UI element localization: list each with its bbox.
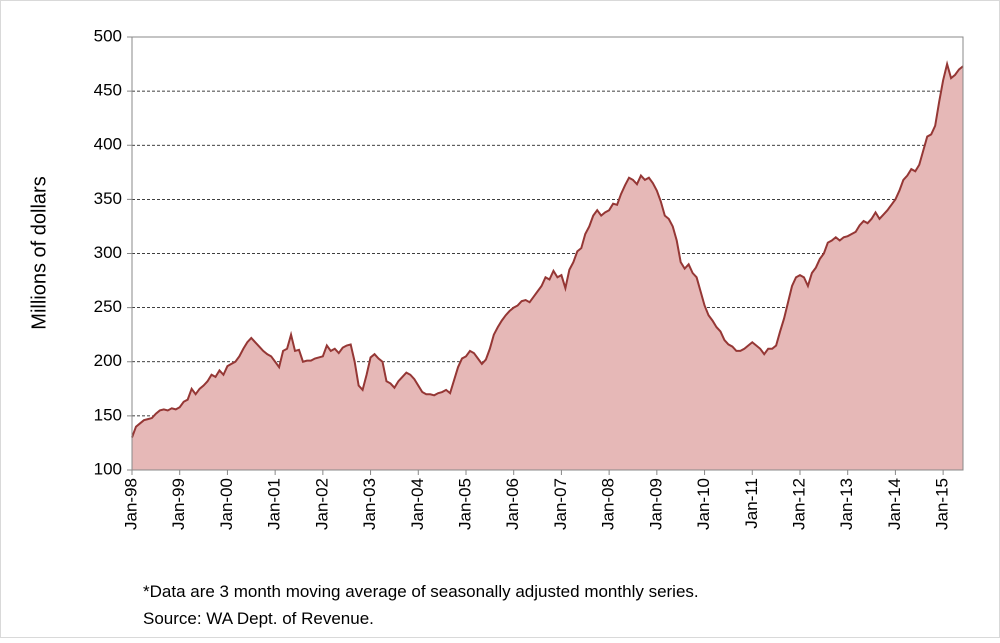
- x-tick-label: Jan-05: [455, 478, 474, 530]
- y-tick-label: 150: [94, 405, 122, 424]
- footnote: Source: WA Dept. of Revenue.: [143, 609, 374, 628]
- y-tick-label: 200: [94, 351, 122, 370]
- footnote: *Data are 3 month moving average of seas…: [143, 582, 699, 601]
- plot-frame: [131, 36, 964, 471]
- y-tick-label: 250: [94, 297, 122, 316]
- x-tick-label: Jan-03: [360, 478, 379, 530]
- x-tick-label: Jan-12: [789, 478, 808, 530]
- x-tick-label: Jan-09: [646, 478, 665, 530]
- y-tick-label: 500: [94, 26, 122, 45]
- x-tick-label: Jan-08: [599, 478, 618, 530]
- x-tick-label: Jan-11: [742, 478, 761, 529]
- y-tick-label: 100: [94, 459, 122, 478]
- y-tick-label: 350: [94, 189, 122, 208]
- y-tick-label: 300: [94, 243, 122, 262]
- x-tick-label: Jan-99: [169, 478, 188, 530]
- x-tick-label: Jan-02: [312, 478, 331, 530]
- x-tick-label: Jan-13: [837, 478, 856, 530]
- area-fill: [132, 64, 963, 470]
- area-line: [131, 60, 964, 438]
- y-tick-label: 400: [94, 135, 122, 154]
- y-axis-title: Millions of dollars: [28, 176, 50, 329]
- x-tick-label: Jan-00: [217, 478, 236, 530]
- x-tick-label: Jan-06: [503, 478, 522, 530]
- x-tick-label: Jan-04: [408, 478, 427, 530]
- x-tick-label: Jan-01: [265, 478, 284, 530]
- x-tick-label: Jan-10: [694, 478, 713, 530]
- x-tick-label: Jan-15: [933, 478, 952, 530]
- y-tick-label: 450: [94, 81, 122, 100]
- x-tick-label: Jan-07: [551, 478, 570, 530]
- x-tick-label: Jan-14: [885, 478, 904, 530]
- x-tick-label: Jan-98: [121, 478, 140, 530]
